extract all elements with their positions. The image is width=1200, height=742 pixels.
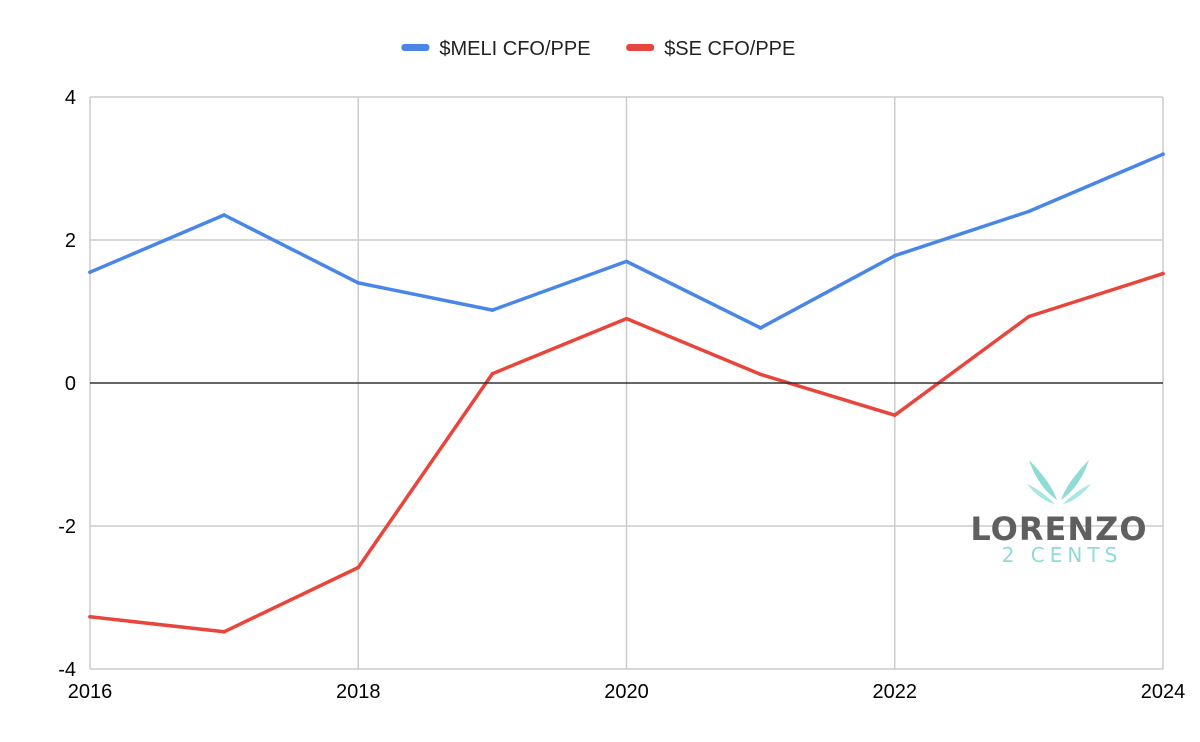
data-point xyxy=(758,326,763,330)
legend-label-0: $MELI CFO/PPE xyxy=(439,38,590,60)
data-point xyxy=(1027,209,1031,214)
data-point xyxy=(892,413,897,417)
data-point xyxy=(356,281,361,285)
legend-swatch-0 xyxy=(401,44,430,51)
data-point xyxy=(222,213,226,217)
y-tick-label: 0 xyxy=(65,373,76,395)
data-point xyxy=(356,565,361,570)
legend-swatch-1 xyxy=(626,44,655,51)
y-tick-label: -2 xyxy=(58,516,76,538)
data-point xyxy=(490,308,495,312)
legend-label-1: $SE CFO/PPE xyxy=(664,38,795,60)
data-point xyxy=(88,270,92,274)
data-point xyxy=(624,259,629,264)
data-point xyxy=(758,372,763,377)
x-tick-label: 2016 xyxy=(68,681,113,703)
y-tick-label: 2 xyxy=(65,230,76,252)
watermark-sub-text: 2 CENTS xyxy=(1002,543,1123,567)
data-point xyxy=(1027,314,1031,319)
data-point xyxy=(892,253,897,258)
y-tick-label: -4 xyxy=(58,659,76,681)
x-tick-label: 2024 xyxy=(1141,681,1186,703)
data-point xyxy=(1161,152,1165,156)
data-point xyxy=(222,630,226,634)
data-point xyxy=(1161,271,1165,276)
x-tick-label: 2022 xyxy=(873,681,918,703)
data-point xyxy=(624,316,629,321)
watermark-main-text: LORENZO xyxy=(970,510,1147,548)
wings-logo-icon xyxy=(1027,460,1091,504)
data-point xyxy=(490,371,495,376)
watermark: LORENZO 2 CENTS xyxy=(970,460,1147,567)
y-tick-label: 4 xyxy=(65,87,76,109)
data-point xyxy=(88,615,92,619)
x-tick-label: 2018 xyxy=(336,681,381,703)
series-lines xyxy=(88,152,1165,634)
x-tick-label: 2020 xyxy=(604,681,649,703)
legend: $MELI CFO/PPE $SE CFO/PPE xyxy=(401,38,795,60)
